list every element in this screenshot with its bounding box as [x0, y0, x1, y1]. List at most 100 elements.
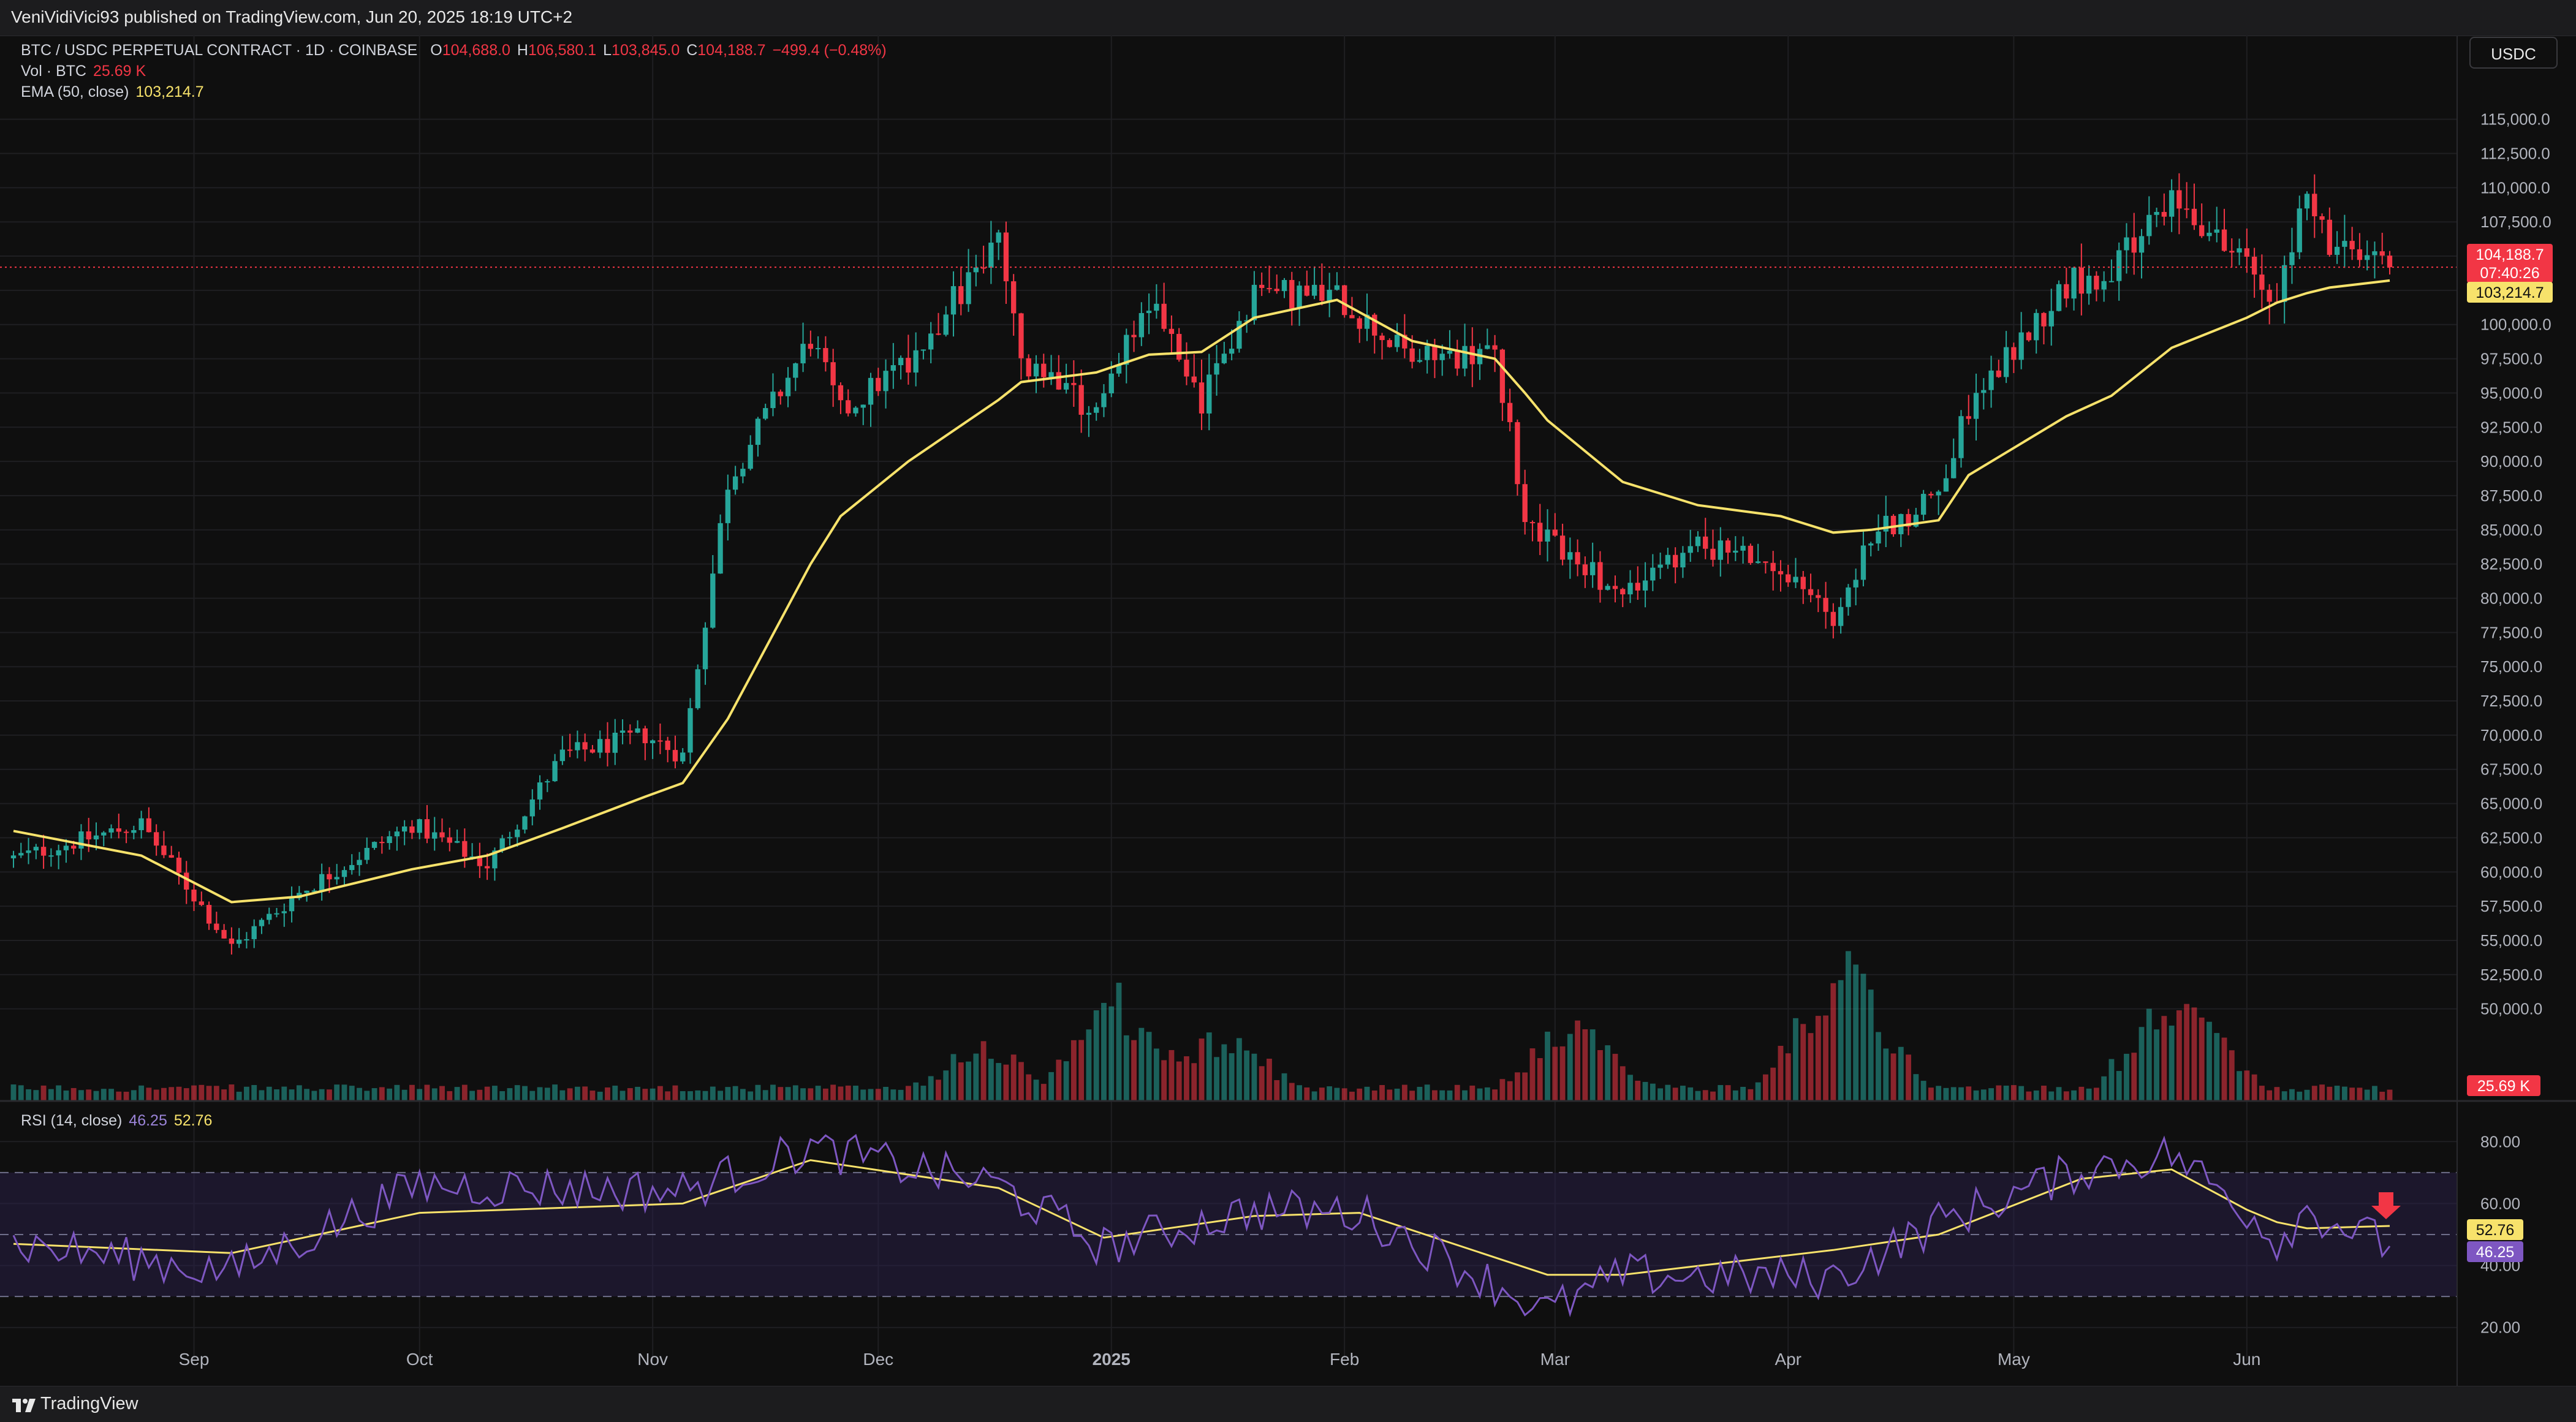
candle-body: [605, 739, 610, 753]
volume-bar: [2124, 1054, 2129, 1100]
candle-body: [1078, 385, 1084, 415]
candle-body: [1048, 372, 1054, 377]
candle-body: [1207, 374, 1212, 414]
candle-body: [1778, 571, 1784, 575]
volume-bar: [605, 1087, 610, 1100]
candle-body: [311, 890, 317, 892]
candle-body: [913, 350, 919, 373]
price-tick-label: 115,000.0: [2480, 110, 2550, 129]
volume-bar: [1417, 1086, 1423, 1100]
candle-body: [48, 855, 54, 857]
candle-body: [853, 407, 858, 414]
chart-canvas[interactable]: 115,000.0112,500.0110,000.0107,500.0105,…: [0, 36, 2576, 1386]
volume-bar: [2033, 1090, 2039, 1100]
candle-body: [1364, 314, 1370, 329]
rsi-ma-tag: 52.76: [2467, 1219, 2523, 1240]
volume-bar: [1138, 1027, 1145, 1100]
candle-body: [1589, 562, 1596, 575]
volume-bar: [589, 1091, 596, 1100]
symbol-name[interactable]: BTC / USDC PERPETUAL CONTRACT · 1D · COI…: [21, 42, 418, 59]
currency-selector[interactable]: USDC: [2469, 37, 2558, 69]
volume-bar: [296, 1085, 302, 1100]
candle-body: [184, 872, 189, 890]
volume-bar: [1259, 1066, 1265, 1100]
volume-bar: [1199, 1038, 1205, 1100]
volume-bar: [619, 1091, 626, 1100]
candle-body: [1402, 335, 1407, 349]
volume-bar: [491, 1086, 498, 1100]
candle-body: [657, 740, 663, 742]
candle-body: [2237, 248, 2242, 253]
volume-bar: [822, 1088, 828, 1100]
candle-body: [1199, 382, 1205, 414]
volume-bar: [1387, 1089, 1393, 1100]
volume-bar: [1718, 1085, 1724, 1100]
ema-value: 103,214.7: [135, 83, 204, 100]
time-axis[interactable]: Sep Oct Nov Dec 2025 Feb Mar Apr May Jun: [179, 1350, 2261, 1369]
price-tick-label: 65,000.0: [2480, 795, 2542, 813]
volume-bar: [1078, 1040, 1085, 1100]
ema-tag-value: 103,214.7: [2476, 284, 2544, 301]
last-price-tag: 104,188.7 07:40:26: [2467, 244, 2553, 283]
candle-body: [2191, 208, 2197, 225]
candle-body: [507, 837, 513, 839]
candle-body: [2101, 281, 2107, 290]
candle-body: [778, 391, 783, 396]
volume-bar: [1642, 1081, 1648, 1100]
volume-bar: [1371, 1090, 1377, 1100]
rsi-legend[interactable]: RSI (14, close) 46.25 52.76: [21, 1112, 214, 1130]
symbol-legend[interactable]: BTC / USDC PERPETUAL CONTRACT · 1D · COI…: [21, 42, 889, 59]
candle-body: [191, 890, 197, 902]
price-axis[interactable]: 115,000.0112,500.0110,000.0107,500.0105,…: [2457, 36, 2551, 1386]
candle-body: [2056, 284, 2062, 311]
volume-bar: [996, 1063, 1002, 1100]
volume-legend[interactable]: Vol · BTC 25.69 K: [21, 62, 148, 80]
candle-body: [1695, 536, 1701, 546]
volume-bar: [1710, 1091, 1716, 1100]
volume-bar: [499, 1091, 506, 1100]
volume-bar: [2003, 1086, 2009, 1100]
price-tick-label: 62,500.0: [2480, 828, 2542, 847]
candle-body: [1853, 580, 1858, 588]
candle-body: [1740, 545, 1746, 551]
candle-body: [1116, 365, 1122, 374]
candle-body: [108, 828, 114, 833]
volume-bar: [1898, 1046, 1904, 1100]
volume-bar: [424, 1084, 430, 1100]
candle-body: [928, 333, 934, 350]
volume-bar: [1131, 1040, 1137, 1100]
volume-bar: [875, 1089, 881, 1100]
candle-body: [950, 286, 957, 315]
candle-body: [327, 874, 332, 880]
candle-body: [2124, 237, 2129, 251]
candle-body: [1770, 562, 1776, 572]
ema-legend[interactable]: EMA (50, close) 103,214.7: [21, 83, 206, 101]
volume-bar: [1229, 1053, 1235, 1100]
candle-body: [93, 835, 99, 840]
candle-body: [281, 911, 287, 913]
volume-bar: [2387, 1089, 2393, 1100]
candle-body: [800, 344, 806, 364]
candle-body: [1876, 531, 1881, 544]
volume-bar: [1424, 1084, 1430, 1100]
volume-bar: [1244, 1050, 1250, 1100]
candle-body: [1846, 587, 1851, 607]
candle-body: [2034, 312, 2039, 341]
volume-bar: [108, 1089, 114, 1100]
volume-bar: [2191, 1007, 2197, 1100]
candle-body: [1635, 583, 1640, 591]
volume-bar: [1357, 1088, 1363, 1100]
volume-bar: [417, 1089, 423, 1100]
volume-bar: [1169, 1049, 1175, 1100]
volume-bar: [100, 1089, 107, 1100]
time-tick-label: Nov: [637, 1350, 668, 1369]
volume-bar: [2251, 1074, 2257, 1100]
candle-body: [1169, 328, 1175, 335]
candle-body: [1612, 586, 1618, 589]
candle-body: [1146, 311, 1152, 313]
volume-bar: [1876, 1032, 1881, 1100]
volume-bar: [2108, 1059, 2115, 1100]
volume-bar: [672, 1085, 678, 1100]
candle-body: [725, 490, 731, 523]
